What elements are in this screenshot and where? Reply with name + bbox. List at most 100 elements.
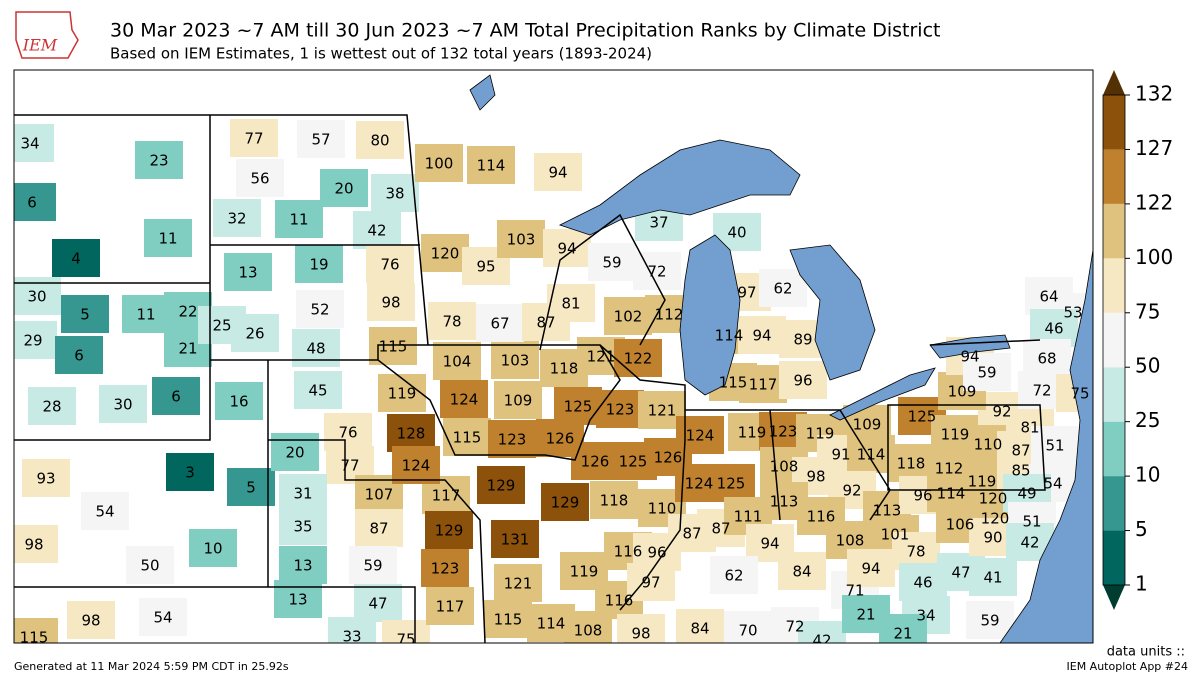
water bbox=[469, 74, 1093, 643]
district-cell bbox=[231, 314, 279, 352]
district-label: 109 bbox=[948, 383, 977, 401]
district-cell bbox=[296, 290, 344, 328]
district-cell bbox=[596, 390, 644, 428]
district-cell bbox=[710, 556, 758, 594]
district-label: 94 bbox=[861, 560, 880, 578]
map-frame bbox=[13, 69, 1094, 644]
district-label: 95 bbox=[476, 258, 495, 276]
district-label: 11 bbox=[158, 230, 177, 248]
district-label: 126 bbox=[546, 430, 575, 448]
district-label: 41 bbox=[983, 569, 1002, 587]
district-cell bbox=[425, 511, 473, 549]
district-label: 96 bbox=[793, 372, 812, 390]
district-cell bbox=[189, 529, 237, 567]
district-label: 98 bbox=[81, 612, 100, 630]
district-label: 110 bbox=[648, 500, 677, 518]
state-borders bbox=[14, 114, 1046, 643]
district-label: 51 bbox=[1022, 513, 1041, 531]
district-cell bbox=[590, 481, 638, 519]
district-cell bbox=[236, 159, 284, 197]
district-label: 103 bbox=[501, 352, 530, 370]
district-label: 49 bbox=[1017, 485, 1036, 503]
district-cell bbox=[369, 327, 417, 365]
district-cell bbox=[355, 509, 403, 547]
district-label: 90 bbox=[983, 529, 1002, 547]
district-cell bbox=[14, 618, 58, 643]
district-label: 46 bbox=[1044, 320, 1063, 338]
district-cell bbox=[1023, 339, 1071, 377]
district-label: 87 bbox=[1011, 442, 1030, 460]
colorbar-bin bbox=[1103, 530, 1125, 585]
colorbar-tick-label: 75 bbox=[1135, 299, 1160, 323]
district-label: 78 bbox=[906, 543, 925, 561]
district-label: 37 bbox=[649, 214, 668, 232]
district-cell bbox=[491, 341, 539, 379]
district-label: 54 bbox=[95, 503, 114, 521]
district-cell bbox=[378, 374, 426, 412]
district-label: 70 bbox=[738, 622, 757, 640]
district-label: 75 bbox=[1070, 385, 1089, 403]
district-cell bbox=[144, 219, 192, 257]
district-cell bbox=[366, 245, 414, 283]
atlantic bbox=[999, 249, 1093, 643]
colorbar-bin bbox=[1103, 203, 1125, 259]
district-label: 42 bbox=[1020, 534, 1039, 552]
district-label: 87 bbox=[711, 520, 730, 538]
district-cell bbox=[14, 321, 57, 359]
colorbar-tick-label: 1 bbox=[1135, 572, 1148, 596]
district-label: 124 bbox=[685, 475, 714, 493]
district-label: 91 bbox=[831, 446, 850, 464]
colorbar-tick-label: 132 bbox=[1135, 82, 1173, 106]
district-label: 125 bbox=[619, 453, 648, 471]
district-label: 97 bbox=[641, 574, 660, 592]
district-label: 104 bbox=[443, 353, 472, 371]
district-label: 118 bbox=[550, 360, 579, 378]
district-label: 114 bbox=[477, 157, 506, 175]
colorbar-tick-label: 10 bbox=[1135, 463, 1160, 487]
colorbar-bin bbox=[1103, 476, 1125, 531]
district-label: 126 bbox=[581, 453, 610, 471]
colorbar-under bbox=[1103, 585, 1125, 610]
district-cell bbox=[295, 245, 343, 283]
subtitle: Based on IEM Estimates, 1 is wettest out… bbox=[110, 45, 652, 63]
district-label: 20 bbox=[285, 444, 304, 462]
district-label: 81 bbox=[1020, 419, 1039, 437]
district-cell bbox=[421, 549, 469, 587]
district-label: 62 bbox=[773, 280, 792, 298]
district-label: 67 bbox=[490, 315, 509, 333]
district-cell bbox=[227, 468, 275, 506]
district-cell bbox=[14, 525, 58, 563]
district-label: 76 bbox=[380, 256, 399, 274]
district-label: 59 bbox=[363, 557, 382, 575]
district-label: 113 bbox=[873, 502, 902, 520]
district-cell bbox=[356, 121, 404, 159]
district-label: 96 bbox=[647, 544, 666, 562]
logo-outline bbox=[15, 11, 79, 59]
district-label: 100 bbox=[425, 155, 454, 173]
district-cell bbox=[135, 141, 183, 179]
district-cell bbox=[99, 385, 147, 423]
lake-ontario bbox=[929, 334, 1011, 359]
district-label: 5 bbox=[246, 479, 256, 497]
district-cell bbox=[122, 295, 170, 333]
district-label: 13 bbox=[238, 264, 257, 282]
district-cell bbox=[676, 609, 724, 643]
district-label: 26 bbox=[245, 325, 264, 343]
district-label: 52 bbox=[310, 301, 329, 319]
district-cell bbox=[297, 120, 345, 158]
district-label: 53 bbox=[1063, 304, 1082, 322]
district-label: 115 bbox=[20, 629, 49, 647]
district-label: 84 bbox=[792, 563, 811, 581]
district-cell bbox=[879, 614, 927, 643]
district-cell bbox=[279, 474, 327, 512]
district-label: 115 bbox=[494, 611, 523, 629]
district-cell bbox=[778, 552, 826, 590]
district-label: 47 bbox=[368, 595, 387, 613]
district-cell bbox=[707, 464, 755, 502]
district-cell bbox=[392, 446, 440, 484]
district-cell bbox=[367, 283, 415, 321]
colorbar-bin bbox=[1103, 367, 1125, 422]
district-label: 120 bbox=[979, 490, 1008, 508]
district-label: 98 bbox=[24, 536, 43, 554]
district-label: 112 bbox=[935, 460, 964, 478]
